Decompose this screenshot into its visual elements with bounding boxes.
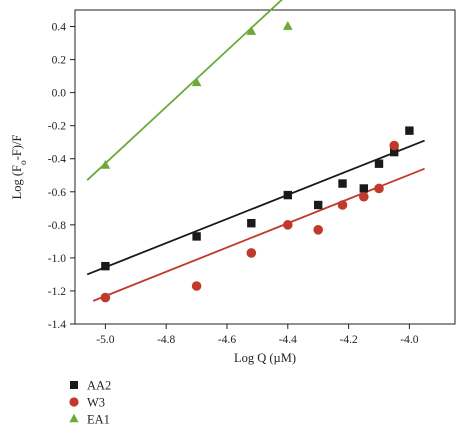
fit-line-w3: [92, 167, 425, 302]
data-point-aa2: [192, 232, 201, 241]
x-tick-label: -4.2: [339, 334, 357, 346]
y-tick-label: -1.4: [48, 319, 66, 331]
data-point-aa2: [338, 179, 347, 188]
x-tick-label: -4.6: [218, 334, 236, 346]
data-point-aa2: [101, 261, 110, 271]
legend-label-w3: W3: [87, 396, 105, 410]
data-point-w3: [313, 225, 324, 235]
data-point-w3: [283, 220, 293, 230]
y-axis-title-subscript: o: [19, 160, 29, 165]
y-tick-label: -1.0: [48, 253, 66, 265]
data-point-ea1: [100, 159, 111, 169]
axes: [70, 9, 456, 329]
data-point-aa2: [405, 126, 414, 135]
y-tick-label: 0.4: [52, 22, 67, 34]
y-axis-title: Log (Fo-F)/F: [10, 135, 29, 200]
data-point-aa2: [374, 159, 384, 168]
data-point-w3: [246, 248, 257, 258]
x-tick-label: -4.0: [400, 334, 418, 346]
x-tick-label: -5.0: [96, 334, 114, 346]
data-point-ea1: [282, 21, 293, 30]
data-point-aa2: [283, 190, 292, 200]
data-point-w3: [389, 140, 400, 151]
legend-marker-aa2: [70, 381, 78, 389]
y-tick-label: 0.2: [52, 55, 67, 67]
legend-marker-w3: [69, 397, 79, 407]
legend: AA2 W3 EA1: [69, 379, 111, 427]
data-point-w3: [191, 281, 202, 291]
x-axis-title: Log Q (µM): [234, 351, 296, 365]
data-point-ea1: [191, 77, 202, 87]
fit-line-aa2: [86, 139, 425, 276]
plot-frame: [74, 9, 456, 325]
data-point-aa2: [390, 147, 399, 157]
data-point-aa2: [314, 200, 323, 210]
data-point-w3: [374, 183, 384, 194]
y-tick-label: -0.4: [48, 154, 66, 166]
y-axis-title-part-2: -F)/F: [10, 135, 24, 161]
fit-line-ea1: [86, 0, 283, 181]
x-tick-label: -4.4: [279, 334, 297, 346]
x-tick-label: -4.8: [157, 334, 175, 346]
y-tick-label: -0.2: [48, 121, 66, 133]
data-point-w3: [359, 191, 369, 202]
legend-label-ea1: EA1: [87, 413, 110, 427]
legend-marker-ea1: [69, 413, 79, 423]
data-point-ea1: [246, 26, 257, 35]
data-point-w3: [100, 292, 111, 303]
y-tick-label: 0.0: [52, 88, 67, 100]
data-point-aa2: [247, 218, 256, 228]
y-tick-label: -0.6: [48, 187, 66, 199]
tick-labels: -5.0 -4.8 -4.6 -4.4 -4.2 -4.0 -1.4 -1.2 -1.0 -0.8…: [48, 22, 419, 346]
legend-label-aa2: AA2: [87, 379, 111, 393]
data-point-w3: [337, 200, 348, 210]
y-axis-title-part-1: Log (F: [10, 165, 24, 199]
data-point-aa2: [359, 184, 368, 193]
y-tick-label: -0.8: [48, 220, 66, 232]
y-tick-label: -1.2: [48, 286, 66, 298]
data-points: [100, 21, 414, 303]
fit-lines: [86, 0, 425, 302]
